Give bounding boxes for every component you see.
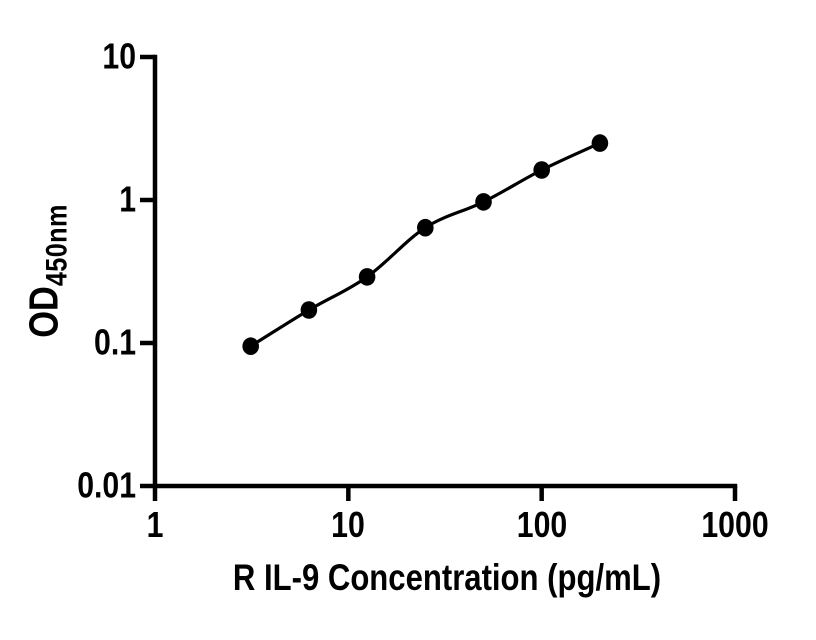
- x-tick-label: 1000: [701, 504, 769, 545]
- y-axis-title-subscript: 450nm: [40, 204, 74, 287]
- data-point-marker: [475, 193, 492, 211]
- y-axis-title: OD450nm: [20, 204, 74, 338]
- y-tick-label: 0.1: [93, 321, 136, 363]
- data-point-marker: [417, 218, 434, 237]
- x-tick-label: 1: [146, 504, 164, 545]
- data-point-marker: [591, 134, 609, 152]
- x-tick-label: 10: [331, 504, 366, 545]
- data-point-marker: [533, 161, 550, 179]
- x-tick-label: 100: [516, 504, 567, 545]
- y-tick-label: 0.01: [77, 464, 136, 506]
- data-point-marker: [242, 337, 259, 356]
- data-point-marker: [300, 301, 318, 319]
- data-point-marker: [358, 268, 376, 286]
- y-tick-label: 10: [102, 35, 136, 77]
- x-axis-title: R IL-9 Concentration (pg/mL): [232, 557, 662, 598]
- data-series: [242, 134, 609, 356]
- y-tick-label: 1: [119, 178, 136, 220]
- y-axis-title-main: OD: [20, 286, 67, 338]
- axes: [140, 54, 738, 501]
